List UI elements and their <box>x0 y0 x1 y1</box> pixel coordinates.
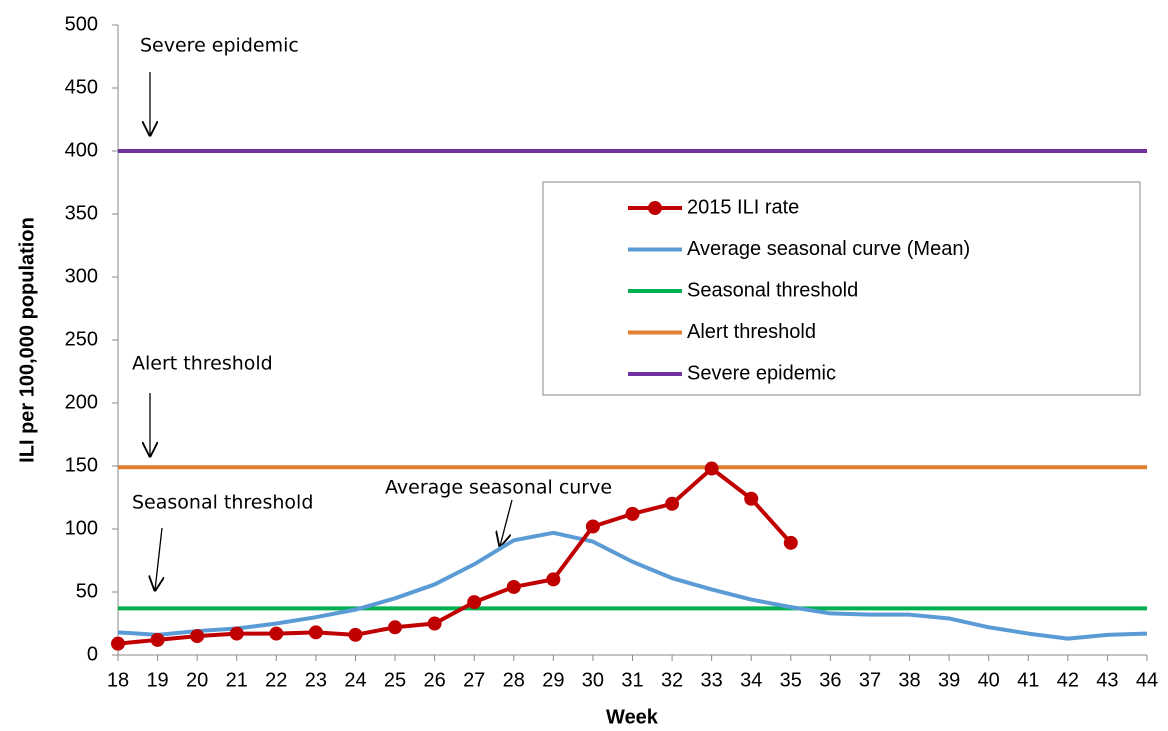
legend-label: 2015 ILI rate <box>687 196 799 218</box>
y-tick-label: 100 <box>65 517 98 539</box>
data-point <box>783 535 798 550</box>
x-tick-label: 35 <box>780 669 802 691</box>
x-tick-label: 25 <box>384 669 406 691</box>
legend-label: Severe epidemic <box>687 362 836 384</box>
x-tick-label: 29 <box>542 669 564 691</box>
data-point <box>111 636 125 651</box>
x-tick-label: 28 <box>503 669 525 691</box>
x-tick-label: 44 <box>1136 669 1158 691</box>
x-tick-label: 27 <box>463 669 485 691</box>
x-tick-label: 23 <box>305 669 327 691</box>
y-tick-label: 0 <box>87 643 98 665</box>
data-point <box>150 632 165 647</box>
data-point <box>427 616 442 631</box>
x-tick-label: 38 <box>898 669 920 691</box>
data-point <box>744 491 759 506</box>
data-point <box>585 519 600 534</box>
legend-label: Seasonal threshold <box>687 279 858 301</box>
x-tick-label: 39 <box>938 669 960 691</box>
x-axis-label: Week <box>606 706 659 728</box>
x-tick-label: 20 <box>186 669 208 691</box>
x-tick-label: 24 <box>344 669 366 691</box>
data-point <box>665 496 680 511</box>
x-tick-label: 21 <box>226 669 248 691</box>
y-tick-label: 150 <box>65 454 98 476</box>
data-point <box>704 461 719 476</box>
x-tick-label: 31 <box>621 669 643 691</box>
x-tick-label: 37 <box>859 669 881 691</box>
y-tick-label: 350 <box>65 202 98 224</box>
data-point <box>467 595 482 610</box>
legend-label: Average seasonal curve (Mean) <box>687 238 970 260</box>
annotation: Average seasonal curve <box>385 477 612 499</box>
data-point <box>229 626 244 641</box>
data-point <box>388 620 403 635</box>
x-tick-label: 19 <box>146 669 168 691</box>
data-point <box>308 625 323 640</box>
x-tick-label: 32 <box>661 669 683 691</box>
x-tick-label: 26 <box>423 669 445 691</box>
x-tick-label: 34 <box>740 669 762 691</box>
x-tick-label: 43 <box>1096 669 1118 691</box>
data-point <box>625 506 640 521</box>
x-tick-label: 30 <box>582 669 604 691</box>
annotation: Severe epidemic <box>140 35 299 57</box>
y-tick-label: 450 <box>65 76 98 98</box>
y-tick-label: 300 <box>65 265 98 287</box>
x-tick-label: 42 <box>1057 669 1079 691</box>
legend-box <box>542 181 1141 396</box>
annotation: Alert threshold <box>132 353 273 375</box>
x-tick-label: 36 <box>819 669 841 691</box>
series-line <box>117 530 1148 641</box>
data-point <box>546 572 561 587</box>
data-point <box>506 579 521 594</box>
y-tick-label: 50 <box>76 580 98 602</box>
annotation-arrow <box>155 527 162 590</box>
y-axis-label: ILI per 100,000 population <box>16 217 38 463</box>
legend-marker <box>648 201 662 215</box>
x-tick-label: 18 <box>107 669 129 691</box>
legend-label: Alert threshold <box>687 321 816 343</box>
data-point <box>269 626 284 641</box>
y-tick-label: 400 <box>65 139 98 161</box>
data-point <box>190 629 205 644</box>
y-tick-label: 250 <box>65 328 98 350</box>
annotation-arrow <box>500 499 513 546</box>
x-tick-label: 41 <box>1017 669 1039 691</box>
data-point <box>348 627 363 642</box>
y-tick-label: 200 <box>65 391 98 413</box>
annotation: Seasonal threshold <box>132 492 313 514</box>
x-tick-label: 33 <box>701 669 723 691</box>
x-tick-label: 22 <box>265 669 287 691</box>
x-tick-label: 40 <box>978 669 1000 691</box>
y-tick-label: 500 <box>65 13 98 35</box>
